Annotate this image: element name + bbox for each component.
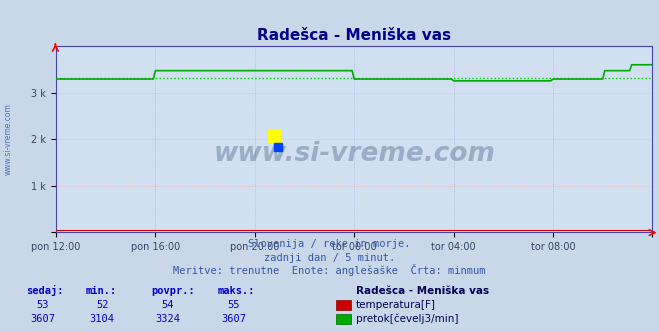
Text: 54: 54 xyxy=(162,300,174,310)
Text: povpr.:: povpr.: xyxy=(152,286,195,296)
Text: 3104: 3104 xyxy=(90,314,115,324)
Text: Radešca - Meniška vas: Radešca - Meniška vas xyxy=(356,286,489,296)
Text: temperatura[F]: temperatura[F] xyxy=(356,300,436,310)
Text: Slovenija / reke in morje.: Slovenija / reke in morje. xyxy=(248,239,411,249)
Text: 53: 53 xyxy=(37,300,49,310)
Text: 3607: 3607 xyxy=(30,314,55,324)
Text: maks.:: maks.: xyxy=(217,286,255,296)
Text: www.si-vreme.com: www.si-vreme.com xyxy=(214,141,495,167)
Text: 3324: 3324 xyxy=(156,314,181,324)
Text: zadnji dan / 5 minut.: zadnji dan / 5 minut. xyxy=(264,253,395,263)
Text: 52: 52 xyxy=(96,300,108,310)
Text: Meritve: trenutne  Enote: anglešaške  Črta: minmum: Meritve: trenutne Enote: anglešaške Črta… xyxy=(173,264,486,276)
Text: 55: 55 xyxy=(228,300,240,310)
Text: www.si-vreme.com: www.si-vreme.com xyxy=(4,104,13,175)
Text: pretok[čevelj3/min]: pretok[čevelj3/min] xyxy=(356,313,459,324)
Text: min.:: min.: xyxy=(86,286,117,296)
Title: Radešca - Meniška vas: Radešca - Meniška vas xyxy=(257,28,451,42)
Text: 3607: 3607 xyxy=(221,314,246,324)
Text: sedaj:: sedaj: xyxy=(26,285,64,296)
